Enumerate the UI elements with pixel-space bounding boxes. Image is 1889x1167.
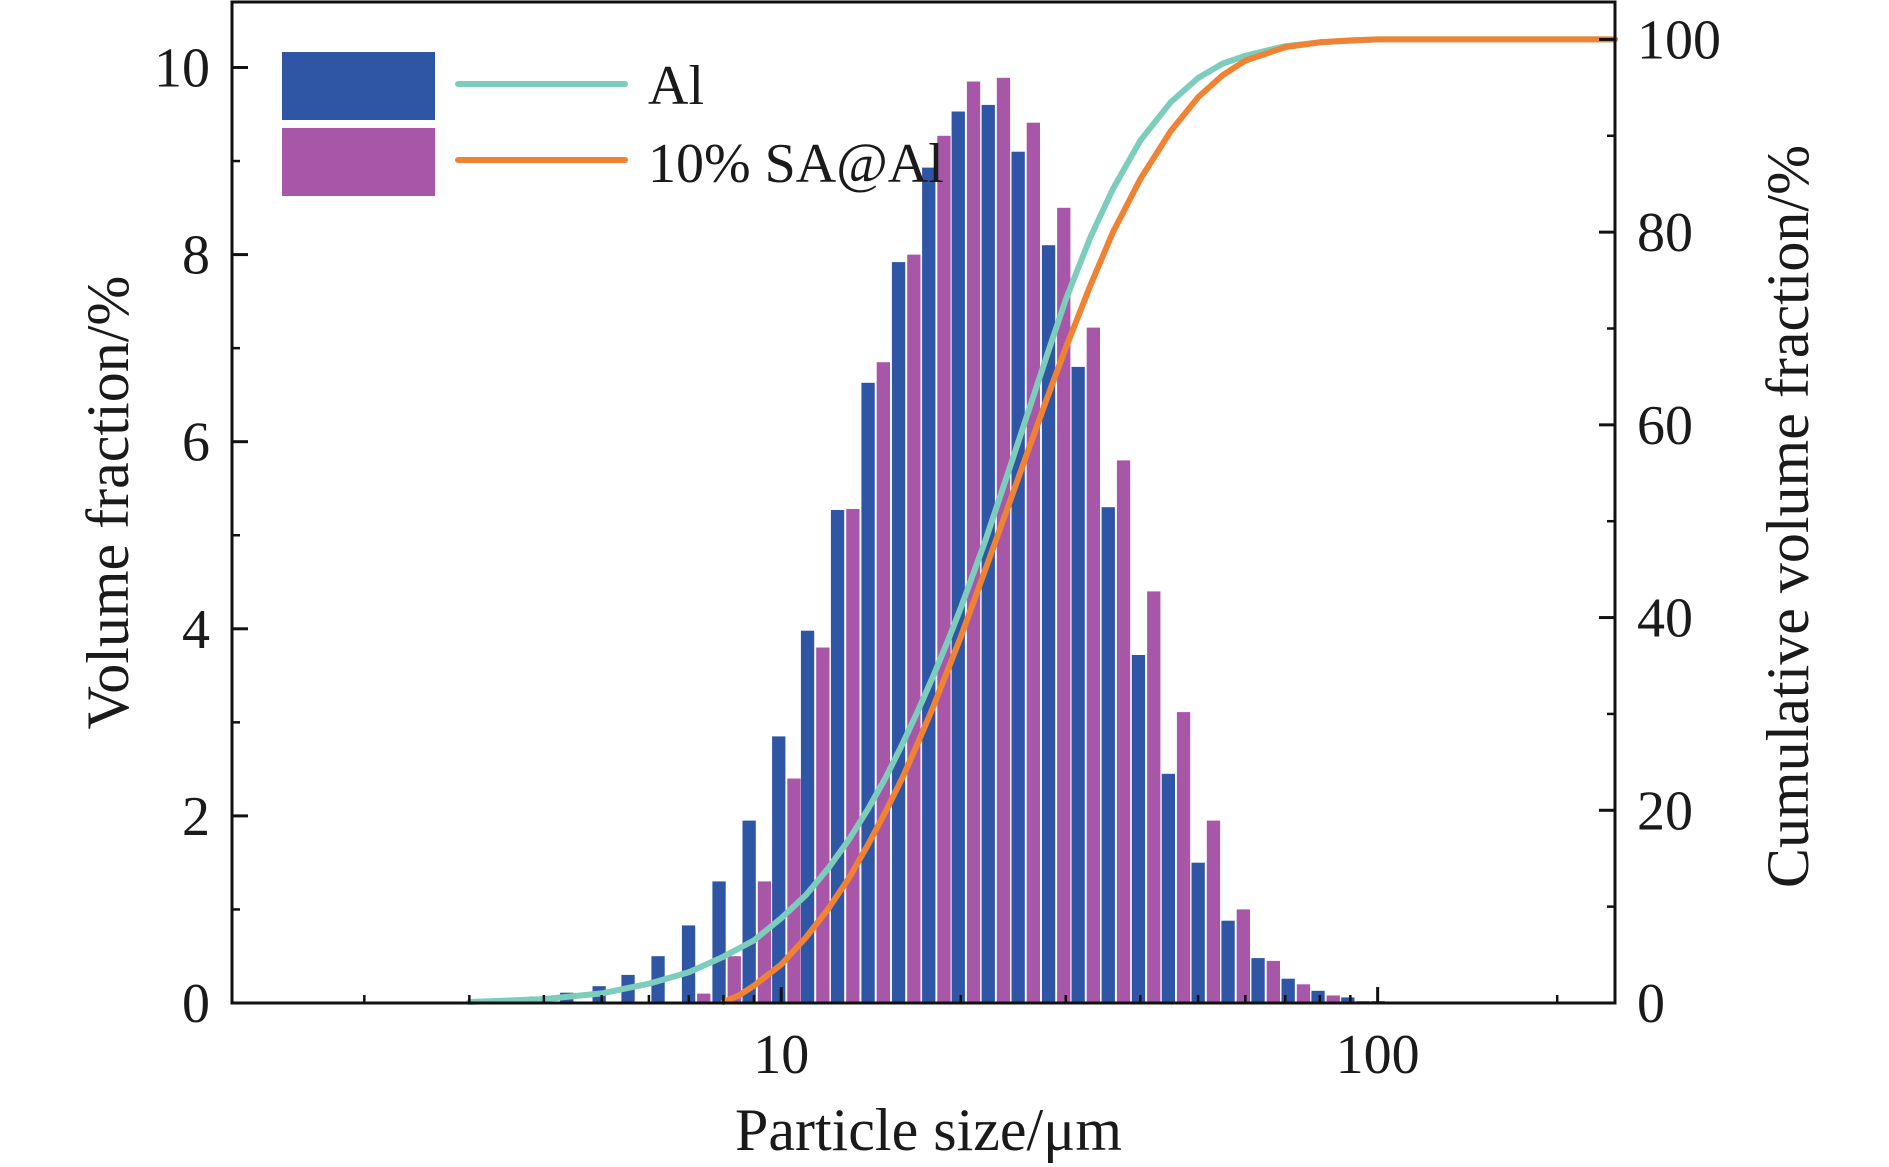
legend-swatch-al bbox=[282, 52, 435, 120]
bar-al bbox=[1161, 773, 1175, 1003]
bar-al bbox=[951, 111, 965, 1003]
bar-al bbox=[681, 925, 696, 1003]
curve-layer bbox=[466, 36, 1618, 1005]
y-right-tick-label: 20 bbox=[1637, 780, 1693, 842]
bar-al bbox=[830, 510, 845, 1003]
bar-sa bbox=[1086, 327, 1100, 1004]
y-right-tick-label: 0 bbox=[1637, 973, 1665, 1035]
bar-sa bbox=[1147, 591, 1161, 1003]
legend: Al 10% SA@Al bbox=[282, 52, 944, 196]
y-axis-left-title: Volume fraction/% bbox=[75, 276, 141, 730]
bar-al bbox=[861, 382, 875, 1003]
bar-al bbox=[772, 736, 786, 1003]
cumulative-line-sa bbox=[720, 36, 1618, 1005]
bar-sa bbox=[816, 647, 830, 1003]
y-right-tick-label: 40 bbox=[1637, 588, 1693, 650]
bar-sa bbox=[697, 993, 711, 1003]
bar-al bbox=[1221, 920, 1235, 1003]
bar-sa bbox=[1266, 960, 1280, 1003]
y-left-tick-label: 4 bbox=[182, 599, 210, 661]
y-left-tick-label: 6 bbox=[182, 412, 210, 474]
bar-al bbox=[1281, 978, 1295, 1003]
bar-sa bbox=[966, 81, 981, 1003]
bar-sa bbox=[1236, 909, 1250, 1003]
x-axis-title: Particle size/μm bbox=[735, 1097, 1122, 1163]
bar-al bbox=[800, 630, 815, 1003]
bar-layer bbox=[471, 77, 1385, 1004]
bar-al bbox=[712, 881, 726, 1003]
y-left-tick-label: 8 bbox=[182, 225, 210, 287]
x-tick-label: 10 bbox=[753, 1024, 809, 1086]
x-tick-label: 100 bbox=[1336, 1024, 1420, 1086]
bar-al bbox=[1311, 990, 1325, 1003]
bar-al bbox=[1341, 997, 1355, 1003]
y-axis-right-title: Cumulative volume fraction/% bbox=[1755, 145, 1821, 888]
bar-sa bbox=[1026, 122, 1040, 1003]
bar-sa bbox=[907, 254, 921, 1004]
bar-sa bbox=[1206, 820, 1221, 1003]
bar-sa bbox=[1116, 460, 1131, 1003]
bar-sa bbox=[1176, 712, 1191, 1003]
cumulative-line-al bbox=[466, 36, 1618, 1005]
bar-al bbox=[1131, 655, 1146, 1003]
legend-swatch-sa bbox=[282, 128, 435, 196]
bar-al bbox=[1101, 507, 1115, 1003]
bar-sa bbox=[1057, 207, 1071, 1004]
y-right-tick-label: 80 bbox=[1637, 202, 1693, 264]
bar-al bbox=[891, 262, 906, 1004]
bar-sa bbox=[846, 509, 860, 1003]
y-right-tick-label: 100 bbox=[1637, 9, 1721, 71]
tick-layer bbox=[232, 37, 1615, 1005]
y-right-tick-label: 60 bbox=[1637, 395, 1693, 457]
bar-al bbox=[1071, 366, 1085, 1003]
bar-al bbox=[742, 820, 756, 1003]
y-left-tick-label: 10 bbox=[154, 37, 210, 99]
bar-sa bbox=[787, 778, 801, 1003]
bar-al bbox=[1191, 862, 1205, 1003]
bar-sa bbox=[1326, 995, 1340, 1003]
y-left-tick-label: 2 bbox=[182, 786, 210, 848]
y-left-tick-label: 0 bbox=[182, 973, 210, 1035]
bar-sa bbox=[937, 135, 951, 1004]
legend-label-sa: 10% SA@Al bbox=[648, 133, 944, 195]
bar-al bbox=[1011, 151, 1025, 1003]
plot-frame bbox=[230, 0, 1617, 1005]
bar-sa bbox=[1296, 984, 1311, 1003]
bar-al bbox=[1251, 958, 1265, 1003]
legend-label-al: Al bbox=[648, 55, 704, 117]
bar-al bbox=[922, 167, 936, 1004]
bar-sa bbox=[727, 956, 741, 1003]
bar-sa bbox=[996, 77, 1011, 1004]
bar-sa bbox=[876, 362, 890, 1003]
bar-al bbox=[1041, 245, 1056, 1003]
